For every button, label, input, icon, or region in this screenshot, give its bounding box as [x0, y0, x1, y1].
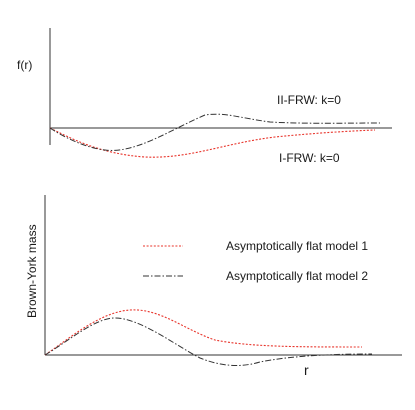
bottom-y-axis-label: Brown-York mass	[25, 224, 39, 318]
label-ii-frw: II-FRW: k=0	[277, 93, 341, 107]
curve-model-1	[44, 309, 363, 356]
label-i-frw: I-FRW: k=0	[279, 151, 340, 165]
legend-label-model-1: Asymptotically flat model 1	[226, 239, 368, 253]
curve-model-2	[44, 317, 373, 366]
bottom-panel: Brown-York mass r Asymptotically flat mo…	[25, 195, 402, 378]
curve-ii-frw	[49, 113, 381, 151]
top-panel: f(r) II-FRW: k=0 I-FRW: k=0	[17, 28, 392, 165]
bottom-x-axis-label: r	[304, 362, 309, 378]
top-y-axis-label: f(r)	[17, 58, 32, 72]
legend-label-model-2: Asymptotically flat model 2	[226, 269, 368, 283]
curve-i-frw	[49, 127, 376, 158]
